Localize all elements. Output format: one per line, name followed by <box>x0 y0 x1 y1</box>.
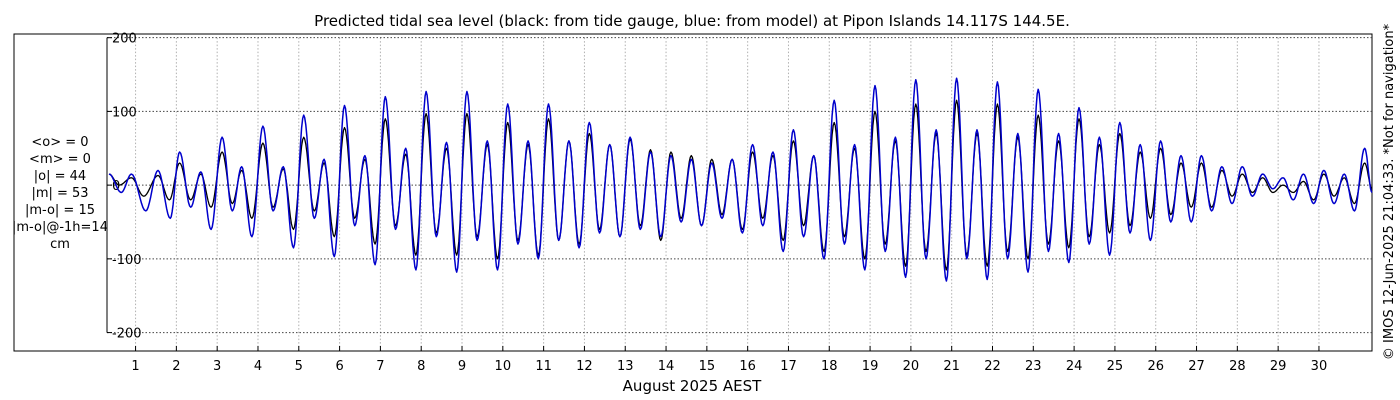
x-tick-label: 30 <box>1311 359 1328 374</box>
x-tick-label: 8 <box>417 359 425 374</box>
x-tick-label: 14 <box>658 359 675 374</box>
x-axis-label: August 2025 AEST <box>623 377 762 395</box>
x-tick-label: 26 <box>1147 359 1164 374</box>
chart-title: Predicted tidal sea level (black: from t… <box>314 12 1070 30</box>
x-tick-label: 6 <box>335 359 343 374</box>
series-line-model <box>108 77 1373 282</box>
x-tick-label: 25 <box>1107 359 1124 374</box>
stat-mean-model: <m> = 0 <box>29 152 91 167</box>
x-tick-label: 2 <box>172 359 180 374</box>
y-tick-label: -200 <box>112 327 142 342</box>
x-tick-label: 5 <box>295 359 303 374</box>
stat-abs-obs: |o| = 44 <box>34 169 86 184</box>
series-layer <box>108 77 1373 282</box>
x-tick-label: 9 <box>458 359 466 374</box>
x-tick-label: 10 <box>495 359 512 374</box>
x-tick-label: 27 <box>1188 359 1205 374</box>
y-tick-label: -100 <box>112 253 142 268</box>
x-tick-label: 16 <box>739 359 756 374</box>
x-tick-label: 19 <box>862 359 879 374</box>
y-tick-label: 100 <box>112 105 137 120</box>
x-tick-label: 18 <box>821 359 838 374</box>
x-tick-label: 29 <box>1270 359 1287 374</box>
x-tick-label: 1 <box>131 359 139 374</box>
x-tick-label: 12 <box>576 359 593 374</box>
stat-abs-diff: |m-o| = 15 <box>25 203 95 218</box>
x-tick-label: 24 <box>1066 359 1083 374</box>
x-tick-label: 4 <box>254 359 262 374</box>
stat-mean-obs: <o> = 0 <box>31 135 88 150</box>
x-tick-label: 15 <box>699 359 716 374</box>
stats-block: <o> = 0 <m> = 0 |o| = 44 |m| = 53 |m-o| … <box>12 135 108 252</box>
x-tick-label: 11 <box>535 359 552 374</box>
x-tick-label: 20 <box>903 359 920 374</box>
x-tick-label: 23 <box>1025 359 1042 374</box>
stat-abs-diff-lag: |m-o|@-1h=14 <box>12 220 108 235</box>
x-tick-label: 22 <box>984 359 1001 374</box>
axes-layer: 1 2 3 4 5 6 7 8 9 10 11 12 13 14 15 16 17 18 19 20 21 22 23 24 2… <box>106 32 1328 374</box>
x-tick-label: 28 <box>1229 359 1246 374</box>
x-tick-label: 7 <box>376 359 384 374</box>
x-tick-label: 13 <box>617 359 634 374</box>
x-tick-label: 3 <box>213 359 221 374</box>
credit-text: © IMOS 12-Jun-2025 21:04:33. *Not for na… <box>1382 23 1397 360</box>
grid-layer <box>107 37 1372 351</box>
y-tick-label: 200 <box>112 32 137 47</box>
stat-abs-model: |m| = 53 <box>31 186 88 201</box>
x-tick-label: 21 <box>943 359 960 374</box>
stat-unit: cm <box>50 237 70 252</box>
x-tick-label: 17 <box>780 359 797 374</box>
